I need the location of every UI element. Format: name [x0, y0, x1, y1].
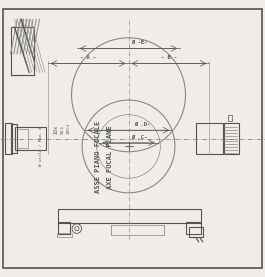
- Text: 50:1: 50:1: [60, 125, 64, 134]
- Text: - A -: - A -: [80, 55, 96, 60]
- Bar: [228, 115, 232, 121]
- Bar: [224, 123, 238, 154]
- Text: - B -: - B -: [161, 55, 177, 60]
- Text: AXE FOCAL PLANE: AXE FOCAL PLANE: [107, 125, 113, 189]
- Text: Ø -E-: Ø -E-: [131, 39, 147, 44]
- Bar: [11, 27, 34, 75]
- Text: ASSE PIANO FOCALE: ASSE PIANO FOCALE: [95, 121, 101, 193]
- Bar: [17, 129, 28, 148]
- Bar: [58, 209, 201, 223]
- Bar: [5, 123, 12, 154]
- Text: 100:1: 100:1: [67, 123, 71, 134]
- Bar: [11, 124, 17, 153]
- Bar: [189, 227, 203, 237]
- Text: Ø .D-: Ø .D-: [134, 122, 150, 127]
- Bar: [196, 123, 223, 154]
- Bar: [58, 222, 70, 234]
- Text: Ø .C-: Ø .C-: [131, 135, 147, 140]
- Bar: [111, 225, 164, 235]
- Text: Ø utile / Min. Ø: Ø utile / Min. Ø: [39, 126, 43, 166]
- Bar: [186, 222, 201, 234]
- Bar: [15, 127, 46, 150]
- Text: 10x: 10x: [53, 125, 58, 134]
- Bar: [57, 233, 72, 237]
